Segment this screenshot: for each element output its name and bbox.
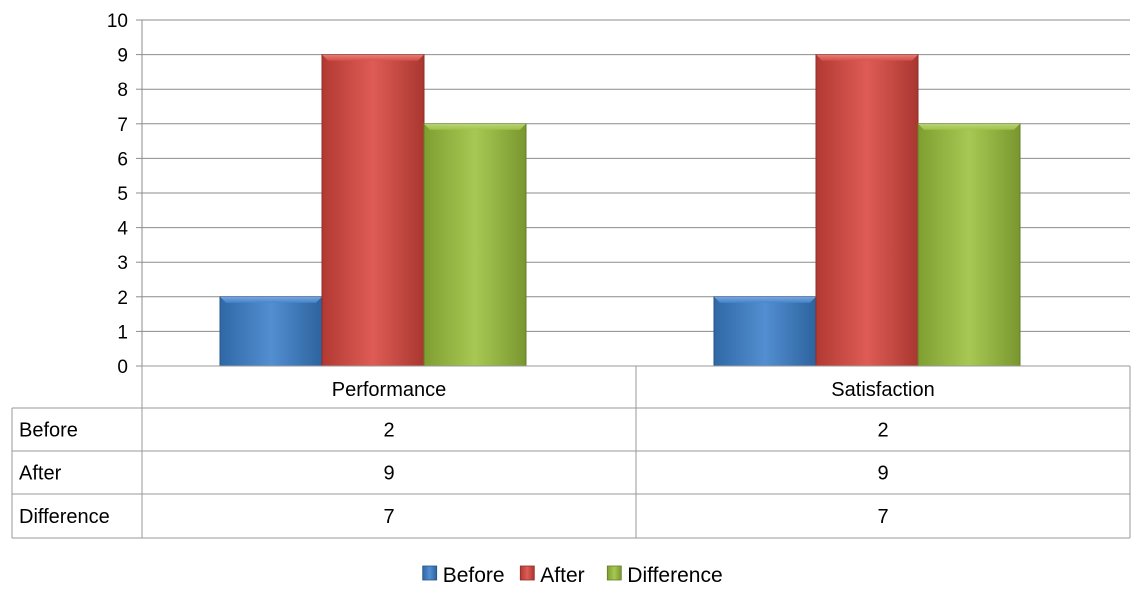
bar-after-performance: [321, 54, 425, 367]
table-header-performance: Performance: [332, 379, 447, 401]
y-tick-label: 5: [117, 184, 128, 205]
table-row-label-after: After: [19, 463, 62, 485]
y-tick-label: 2: [117, 288, 128, 309]
table-cell: 9: [877, 463, 888, 485]
bar-difference-performance: [423, 123, 527, 367]
bars: [219, 54, 1021, 367]
table-row-label-before: Before: [19, 420, 78, 442]
legend-label: Before: [443, 564, 505, 587]
legend-label: Difference: [627, 564, 722, 587]
legend-swatch: [606, 565, 622, 581]
y-tick-label: 4: [117, 219, 128, 240]
y-tick-label: 0: [117, 357, 128, 378]
bar-before-performance: [219, 296, 323, 367]
y-tick-label: 6: [117, 149, 128, 170]
bar-difference-satisfaction: [917, 123, 1021, 367]
y-axis: 0 1 2 3 4 5 6 7 8 9 10: [107, 11, 143, 378]
legend-swatch: [422, 565, 438, 581]
y-tick-label: 7: [117, 115, 128, 136]
y-tick-label: 9: [117, 46, 128, 67]
table-cell: 2: [383, 420, 394, 442]
legend-item-after: After: [519, 564, 585, 587]
table-cell: 2: [877, 420, 888, 442]
table-cell: 7: [877, 506, 888, 528]
table-header-satisfaction: Satisfaction: [831, 379, 934, 401]
legend-label: After: [540, 564, 584, 587]
bar-after-satisfaction: [815, 54, 919, 367]
bar-before-satisfaction: [713, 296, 817, 367]
y-tick-label: 10: [107, 11, 128, 32]
y-tick-label: 3: [117, 253, 128, 274]
legend-item-difference: Difference: [606, 564, 723, 587]
table-cell: 9: [383, 463, 394, 485]
table-cell: 7: [383, 506, 394, 528]
y-tick-label: 1: [117, 322, 128, 343]
y-tick-label: 8: [117, 80, 128, 101]
legend-item-before: Before: [422, 564, 505, 587]
table-row-label-difference: Difference: [19, 506, 110, 528]
legend: Before After Difference: [422, 564, 723, 587]
legend-swatch: [519, 565, 535, 581]
data-table: Performance Satisfaction Before 2 2 After 9 9 Di…: [11, 365, 1131, 539]
